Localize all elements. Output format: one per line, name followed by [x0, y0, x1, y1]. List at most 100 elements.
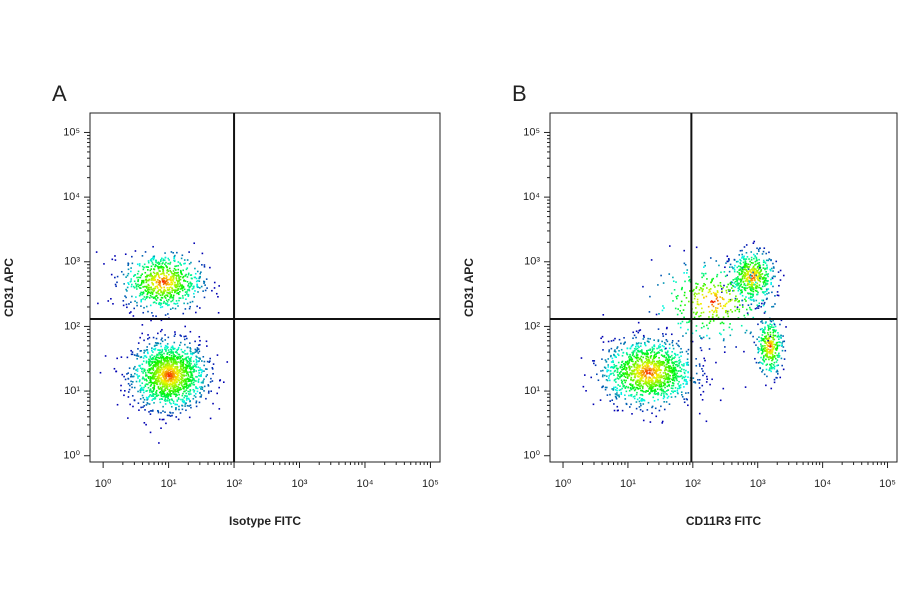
event-dot [166, 382, 169, 385]
event-dot [743, 263, 746, 265]
event-dot [196, 360, 198, 362]
event-dot [628, 374, 631, 377]
event-dot [172, 362, 175, 364]
event-dot [163, 358, 165, 361]
event-dot [179, 356, 182, 358]
event-dot [624, 398, 627, 400]
event-dot [715, 295, 717, 297]
event-dot [613, 370, 616, 373]
event-dot [160, 373, 163, 375]
event-dot [658, 357, 660, 359]
event-dot [177, 305, 179, 307]
event-dot [711, 378, 713, 381]
event-dot [176, 400, 179, 402]
event-dot [646, 365, 649, 368]
event-dot [147, 334, 149, 336]
event-dot [740, 279, 743, 282]
event-dot [194, 267, 196, 270]
event-dot [721, 290, 723, 293]
event-dot [668, 403, 671, 405]
event-dot [762, 292, 765, 294]
event-dot [168, 299, 170, 301]
event-dot [674, 307, 677, 310]
event-dot [161, 380, 163, 382]
event-dot [182, 398, 184, 401]
event-dot [670, 366, 673, 369]
event-dot [640, 359, 643, 362]
event-dot [189, 364, 191, 367]
event-dot [166, 379, 169, 382]
event-dot [651, 387, 654, 389]
event-dot [171, 279, 174, 282]
event-dot [635, 345, 637, 348]
event-dot [777, 338, 780, 340]
event-dot [682, 309, 685, 311]
event-dot [731, 298, 733, 301]
event-dot [672, 361, 675, 364]
event-dot [168, 259, 170, 261]
event-dot [666, 378, 668, 381]
event-dot [756, 338, 758, 341]
event-dot [176, 275, 178, 277]
event-dot [187, 295, 190, 297]
event-dot [613, 366, 616, 368]
event-dot [206, 360, 209, 363]
event-dot [739, 293, 742, 295]
event-dot [602, 385, 604, 388]
event-dot [177, 271, 179, 274]
event-dot [132, 405, 134, 408]
event-dot [664, 368, 667, 371]
event-dot [617, 375, 619, 377]
event-dot [131, 375, 133, 378]
event-dot [651, 359, 654, 361]
event-dot [173, 357, 175, 360]
event-dot [728, 270, 731, 273]
event-dot [142, 360, 145, 363]
event-dot [745, 251, 748, 254]
event-dot [701, 289, 704, 292]
event-dot [661, 376, 663, 379]
event-dot [741, 277, 744, 280]
event-dot [163, 300, 165, 303]
event-dot [619, 365, 622, 368]
event-dot [768, 369, 771, 372]
event-dot [771, 353, 774, 356]
event-dot [151, 362, 154, 364]
event-dot [635, 407, 638, 410]
event-dot [705, 295, 708, 298]
event-dot [125, 288, 127, 291]
event-dot [155, 380, 157, 382]
event-dot [685, 369, 687, 372]
event-dot [213, 287, 216, 289]
event-dot [140, 300, 143, 303]
event-dot [182, 379, 185, 382]
event-dot [180, 272, 183, 275]
event-dot [183, 396, 185, 399]
event-dot [213, 281, 216, 284]
event-dot [154, 396, 156, 399]
event-dot [139, 292, 142, 295]
event-dot [764, 267, 766, 270]
event-dot [123, 375, 125, 378]
event-dot [704, 272, 707, 275]
event-dot [771, 343, 774, 345]
event-dot [763, 312, 766, 314]
event-dot [635, 380, 638, 383]
event-dot [761, 273, 764, 275]
event-dot [682, 382, 685, 385]
event-dot [665, 390, 668, 392]
event-dot [142, 292, 145, 294]
event-dot [759, 367, 761, 369]
event-dot [765, 358, 767, 361]
event-dot [626, 377, 629, 379]
event-dot [641, 389, 644, 392]
event-dot [206, 345, 208, 347]
event-dot [149, 364, 152, 367]
event-dot [740, 289, 743, 291]
event-dot [659, 369, 662, 372]
event-dot [670, 367, 673, 370]
event-dot [171, 381, 174, 384]
event-dot [144, 369, 146, 372]
event-dot [184, 382, 187, 384]
event-dot [110, 297, 112, 300]
